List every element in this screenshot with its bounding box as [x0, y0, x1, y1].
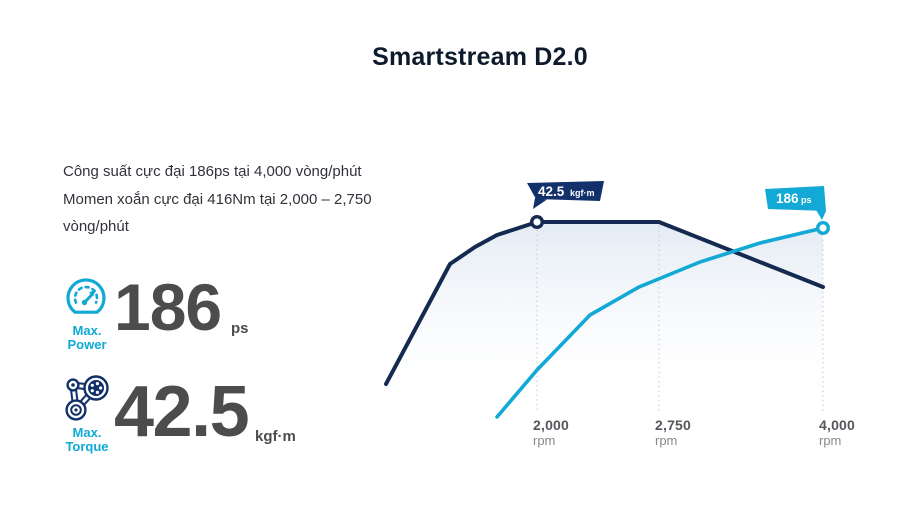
max-power-label: Max. Power [67, 323, 107, 352]
max-torque-label: Max. Torque [65, 425, 109, 454]
performance-chart: 42.5 kgf·m 186 ps 2,000 rpm 2,750 rpm 4,… [375, 160, 895, 460]
torque-peak-marker [529, 215, 544, 230]
power-peak-badge: 186 ps [765, 186, 826, 220]
page-title: Smartstream D2.0 [372, 42, 588, 71]
gauge-icon [66, 278, 106, 314]
x-tick-4000rpm: 4,000 rpm [819, 417, 856, 449]
power-peak-marker [816, 221, 831, 236]
description-line-1: Công suất cực đại 186ps tại 4,000 vòng/p… [63, 163, 362, 180]
torque-curve [384, 220, 825, 386]
engine-description: Công suất cực đại 186ps tại 4,000 vòng/p… [63, 158, 372, 241]
max-power-value: 186 [114, 270, 222, 344]
power-badge-value: 186 [776, 191, 799, 206]
area-fill [386, 222, 823, 412]
max-torque-value: 42.5 [114, 372, 250, 452]
x-tick-2000rpm: 2,000 rpm [533, 417, 570, 449]
max-power-unit: ps [231, 320, 249, 337]
description-line-3: vòng/phút [63, 218, 129, 235]
torque-peak-badge: 42.5 kgf·m [527, 181, 604, 209]
torque-badge-unit: kgf·m [570, 188, 595, 198]
x-tick-2750rpm: 2,750 rpm [655, 417, 692, 449]
power-badge-unit: ps [801, 195, 812, 205]
max-torque-unit: kgf·m [255, 428, 296, 445]
chart-canvas: 42.5 kgf·m 186 ps [384, 181, 831, 419]
torque-badge-value: 42.5 [538, 184, 565, 199]
description-line-2: Momen xoắn cực đại 416Nm tại 2,000 – 2,7… [63, 190, 372, 208]
power-curve [495, 226, 825, 419]
pulley-belt-icon [65, 375, 109, 421]
